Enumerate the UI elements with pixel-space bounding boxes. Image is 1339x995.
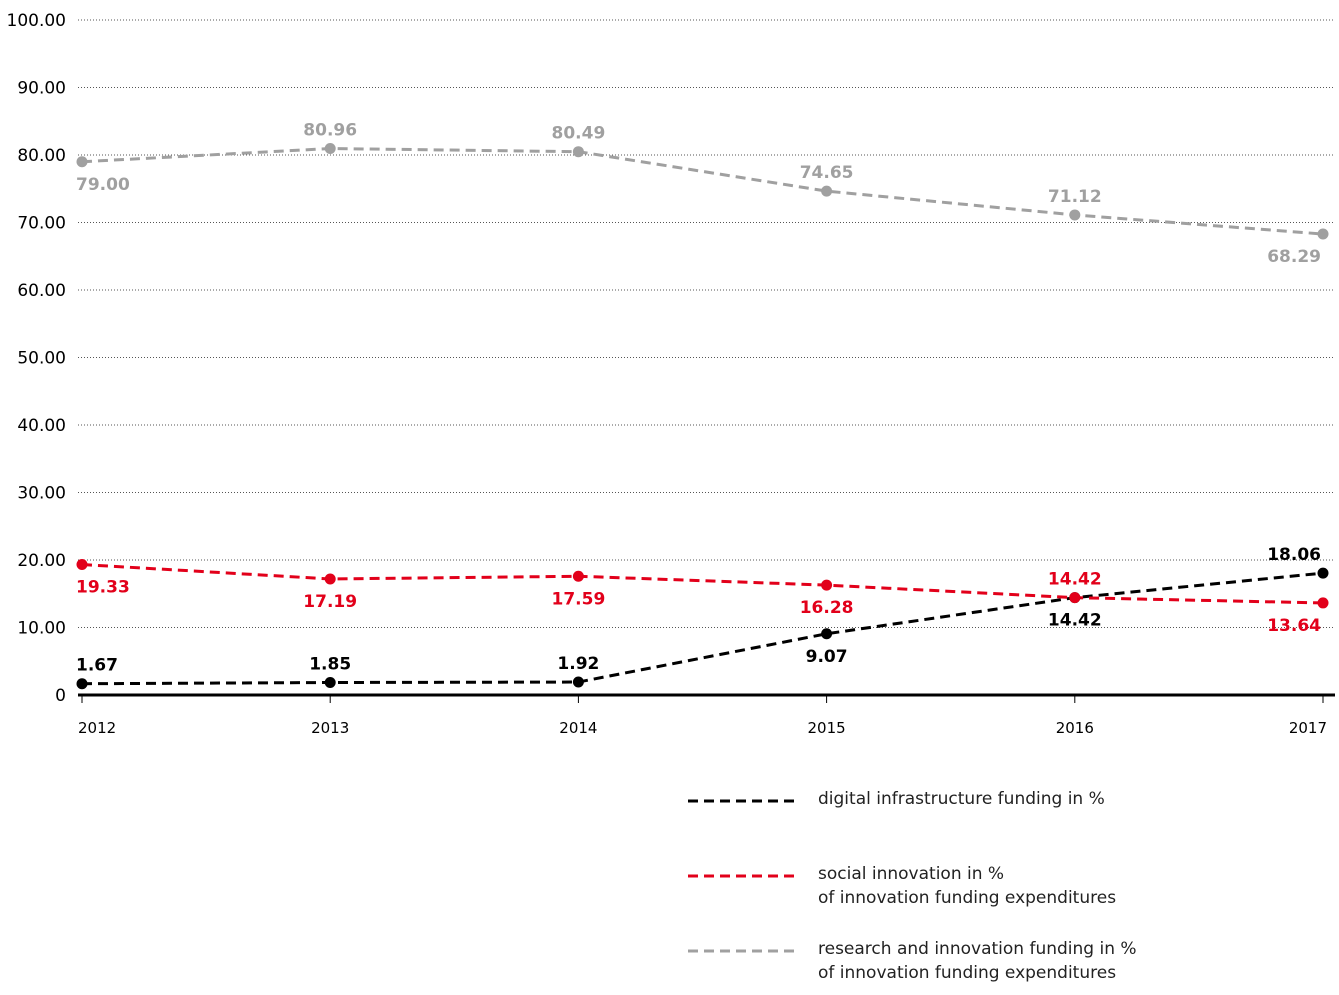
data-label: 80.49 [552, 124, 606, 144]
grid-lines [78, 19, 1335, 628]
data-label: 79.00 [76, 175, 130, 195]
series-lines [81, 147, 1324, 686]
legend-item-research: research and innovation funding in % of … [688, 935, 1328, 995]
series-line-0 [81, 571, 1324, 686]
legend-label-social: social innovation in % of innovation fun… [818, 864, 1117, 908]
data-label: 14.42 [1048, 611, 1102, 631]
data-label: 1.85 [309, 655, 351, 675]
data-point [1069, 592, 1081, 604]
x-axis: 2012 2013 2014 2015 2016 2017 [78, 693, 1335, 737]
legend-label-digital: digital infrastructure funding in % [818, 789, 1105, 809]
data-label: 17.59 [552, 589, 606, 609]
data-label: 9.07 [806, 647, 848, 667]
data-point [76, 559, 88, 571]
legend-swatch-social [688, 874, 798, 878]
y-tick-label: 100.00 [7, 11, 66, 31]
data-point [1317, 567, 1329, 579]
data-point [821, 628, 833, 640]
legend-swatch-digital [688, 799, 798, 803]
x-tick-label: 2013 [311, 719, 349, 737]
data-label: 18.06 [1267, 545, 1321, 565]
data-label: 1.67 [76, 656, 118, 676]
legend-swatch-research [688, 949, 798, 953]
data-label: 74.65 [800, 163, 854, 183]
y-tick-label: 40.00 [17, 416, 66, 436]
data-point [1069, 209, 1081, 221]
data-point [1317, 597, 1329, 609]
data-label: 13.64 [1267, 616, 1321, 636]
y-tick-label: 30.00 [17, 484, 66, 504]
data-point [821, 579, 833, 591]
x-tick-label: 2017 [1289, 719, 1327, 737]
y-axis-ticks: 0 10.00 20.00 30.00 40.00 50.00 60.00 70.00 80.0… [7, 11, 66, 706]
series-line-2 [81, 147, 1324, 236]
series-line-1 [81, 563, 1324, 605]
x-tick-label: 2014 [559, 719, 597, 737]
y-tick-label: 60.00 [17, 281, 66, 301]
data-point [76, 678, 88, 690]
data-label: 19.33 [76, 578, 130, 598]
data-label: 1.92 [557, 654, 599, 674]
data-label: 17.19 [303, 592, 357, 612]
data-point [324, 573, 336, 585]
data-point [572, 570, 584, 582]
y-tick-label: 0 [55, 686, 66, 706]
data-points [76, 143, 1329, 690]
data-label: 80.96 [303, 121, 357, 141]
legend-label-research: research and innovation funding in % of … [818, 939, 1137, 983]
legend-item-social: social innovation in % of innovation fun… [688, 860, 1328, 935]
data-point [324, 143, 336, 155]
x-tick-label: 2015 [808, 719, 846, 737]
data-point [572, 146, 584, 158]
y-tick-label: 70.00 [17, 214, 66, 234]
x-tick-label: 2016 [1056, 719, 1094, 737]
y-tick-label: 90.00 [17, 79, 66, 99]
y-tick-label: 80.00 [17, 146, 66, 166]
data-label: 16.28 [800, 598, 854, 618]
legend-item-digital: digital infrastructure funding in % [688, 785, 1328, 860]
data-label: 71.12 [1048, 187, 1102, 207]
x-tick-label: 2012 [78, 719, 116, 737]
y-tick-label: 50.00 [17, 349, 66, 369]
data-point [324, 677, 336, 689]
data-labels: 1.67 1.85 1.92 9.07 14.42 18.06 19.33 17.19 17.5… [76, 121, 1321, 676]
data-point [76, 156, 88, 168]
y-tick-label: 20.00 [17, 551, 66, 571]
data-label: 68.29 [1267, 247, 1321, 267]
legend: digital infrastructure funding in % soci… [688, 785, 1328, 995]
data-point [572, 676, 584, 688]
data-point [821, 185, 833, 197]
line-chart: 0 10.00 20.00 30.00 40.00 50.00 60.00 70.00 80.0… [7, 11, 1335, 737]
data-label: 14.42 [1048, 570, 1102, 590]
y-tick-label: 10.00 [17, 619, 66, 639]
data-point [1317, 228, 1329, 240]
